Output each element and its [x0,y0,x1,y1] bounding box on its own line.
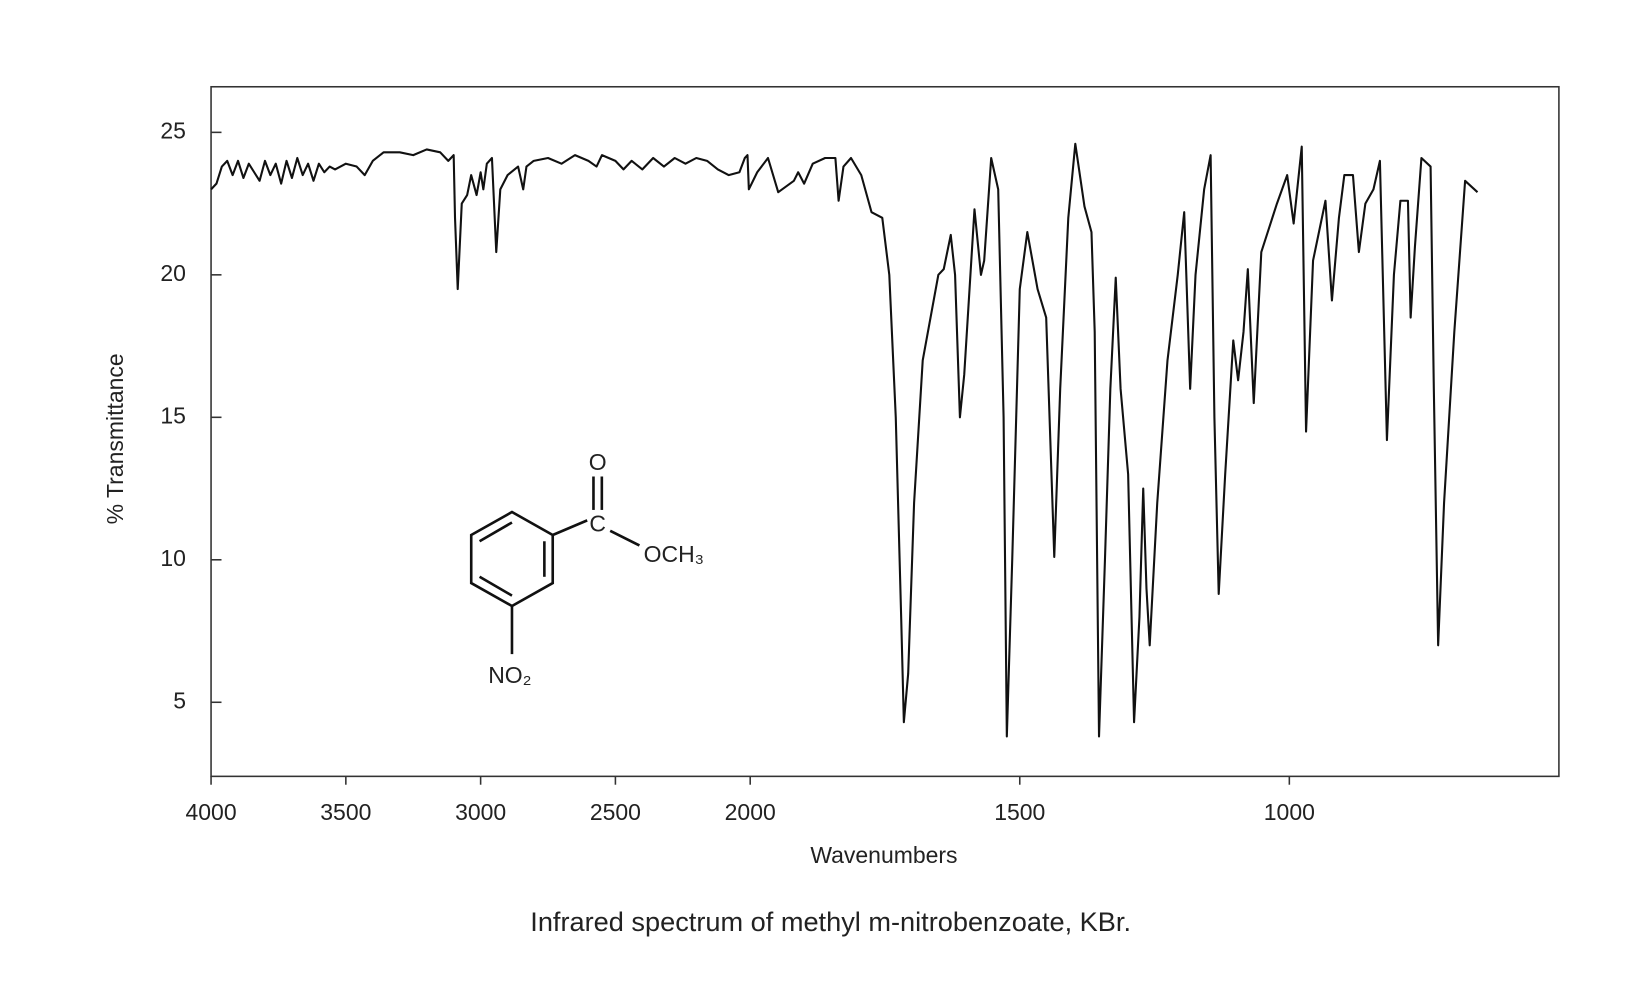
structure-label: O [589,449,607,475]
y-tick-label: 20 [160,260,186,286]
y-tick-label: 25 [160,117,186,143]
benzene-ring [469,510,555,608]
chart-title: Infrared spectrum of methyl m-nitrobenzo… [530,906,1131,937]
x-tick-label: 2500 [590,799,641,825]
x-tick-label: 1000 [1264,799,1315,825]
y-tick-label: 5 [173,687,186,713]
plot-frame [210,85,1560,778]
x-tick-label: 1500 [994,799,1045,825]
y-axis-title: % Transmittance [102,353,128,524]
structure [469,476,641,655]
spectrum-line [210,142,1479,738]
x-tick-label: 2000 [725,799,776,825]
y-tick-label: 10 [160,545,186,571]
x-axis-title: Wavenumbers [810,842,957,868]
bond [609,529,641,547]
ring-double-bond [478,521,513,543]
x-tick-label: 4000 [186,799,237,825]
structure-label: C [589,511,606,537]
bond [552,519,588,537]
x-tick-label: 3000 [455,799,506,825]
y-tick-label: 15 [160,402,186,428]
ring-double-bond [478,575,513,597]
structure-label: NO₂ [488,662,531,688]
structure-label: OCH₃ [644,541,704,567]
x-tick-label: 3500 [320,799,371,825]
